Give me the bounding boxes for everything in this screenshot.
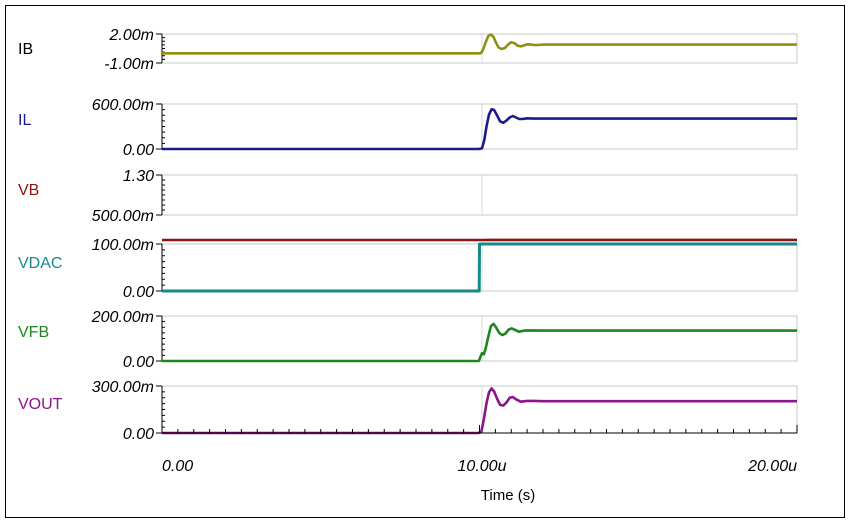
y-tick-label-bottom: 0.00 — [123, 354, 154, 371]
series-line-ib — [162, 33, 797, 55]
series-line-vout — [162, 387, 797, 435]
y-tick-label-bottom: 0.00 — [123, 426, 154, 443]
x-tick-label: 0.00 — [162, 458, 193, 475]
x-tick-label: 20.00u — [747, 458, 797, 475]
series-label-vb: VB — [18, 182, 39, 199]
series-label-il: IL — [18, 112, 31, 129]
y-tick-label-top: 2.00m — [109, 27, 154, 44]
y-tick-label-bottom: -1.00m — [104, 56, 154, 73]
y-tick-label-bottom: 0.00 — [123, 284, 154, 301]
panel-il: 600.00m 0.00 IL — [18, 97, 798, 159]
y-tick-label-top: 200.00m — [91, 309, 154, 326]
panel-vfb: 200.00m 0.00 VFB — [18, 309, 798, 371]
panel-border — [161, 33, 798, 64]
panel-ib: 2.00m -1.00m IB — [18, 27, 798, 73]
y-tick-label-top: 1.30 — [123, 168, 154, 185]
series-line-il — [162, 108, 797, 151]
y-tick-label-top: 600.00m — [92, 97, 154, 114]
panel-vdac: 100.00m 0.00 VDAC — [18, 237, 798, 301]
panel-border — [161, 174, 798, 216]
series-line-vfb — [162, 322, 797, 363]
y-tick-label-bottom: 0.00 — [123, 142, 154, 159]
panel-border — [161, 103, 798, 150]
x-axis: 0.00 10.00u 20.00u Time (s) — [161, 425, 798, 504]
y-tick-label-top: 300.00m — [92, 379, 154, 396]
series-label-vout: VOUT — [18, 396, 63, 413]
y-tick-label-top: 100.00m — [92, 237, 154, 254]
series-label-vdac: VDAC — [18, 255, 62, 272]
series-line-vdac — [162, 242, 797, 293]
series-label-vfb: VFB — [18, 324, 49, 341]
panel-vout: 300.00m 0.00 VOUT — [18, 379, 798, 443]
x-tick-label: 10.00u — [458, 458, 507, 475]
x-axis-title: Time (s) — [481, 487, 535, 504]
panel-vb: 1.30 500.00m VB — [18, 168, 798, 242]
panel-border — [161, 315, 798, 362]
series-label-ib: IB — [18, 41, 33, 58]
y-tick-label-bottom: 500.00m — [92, 208, 154, 225]
